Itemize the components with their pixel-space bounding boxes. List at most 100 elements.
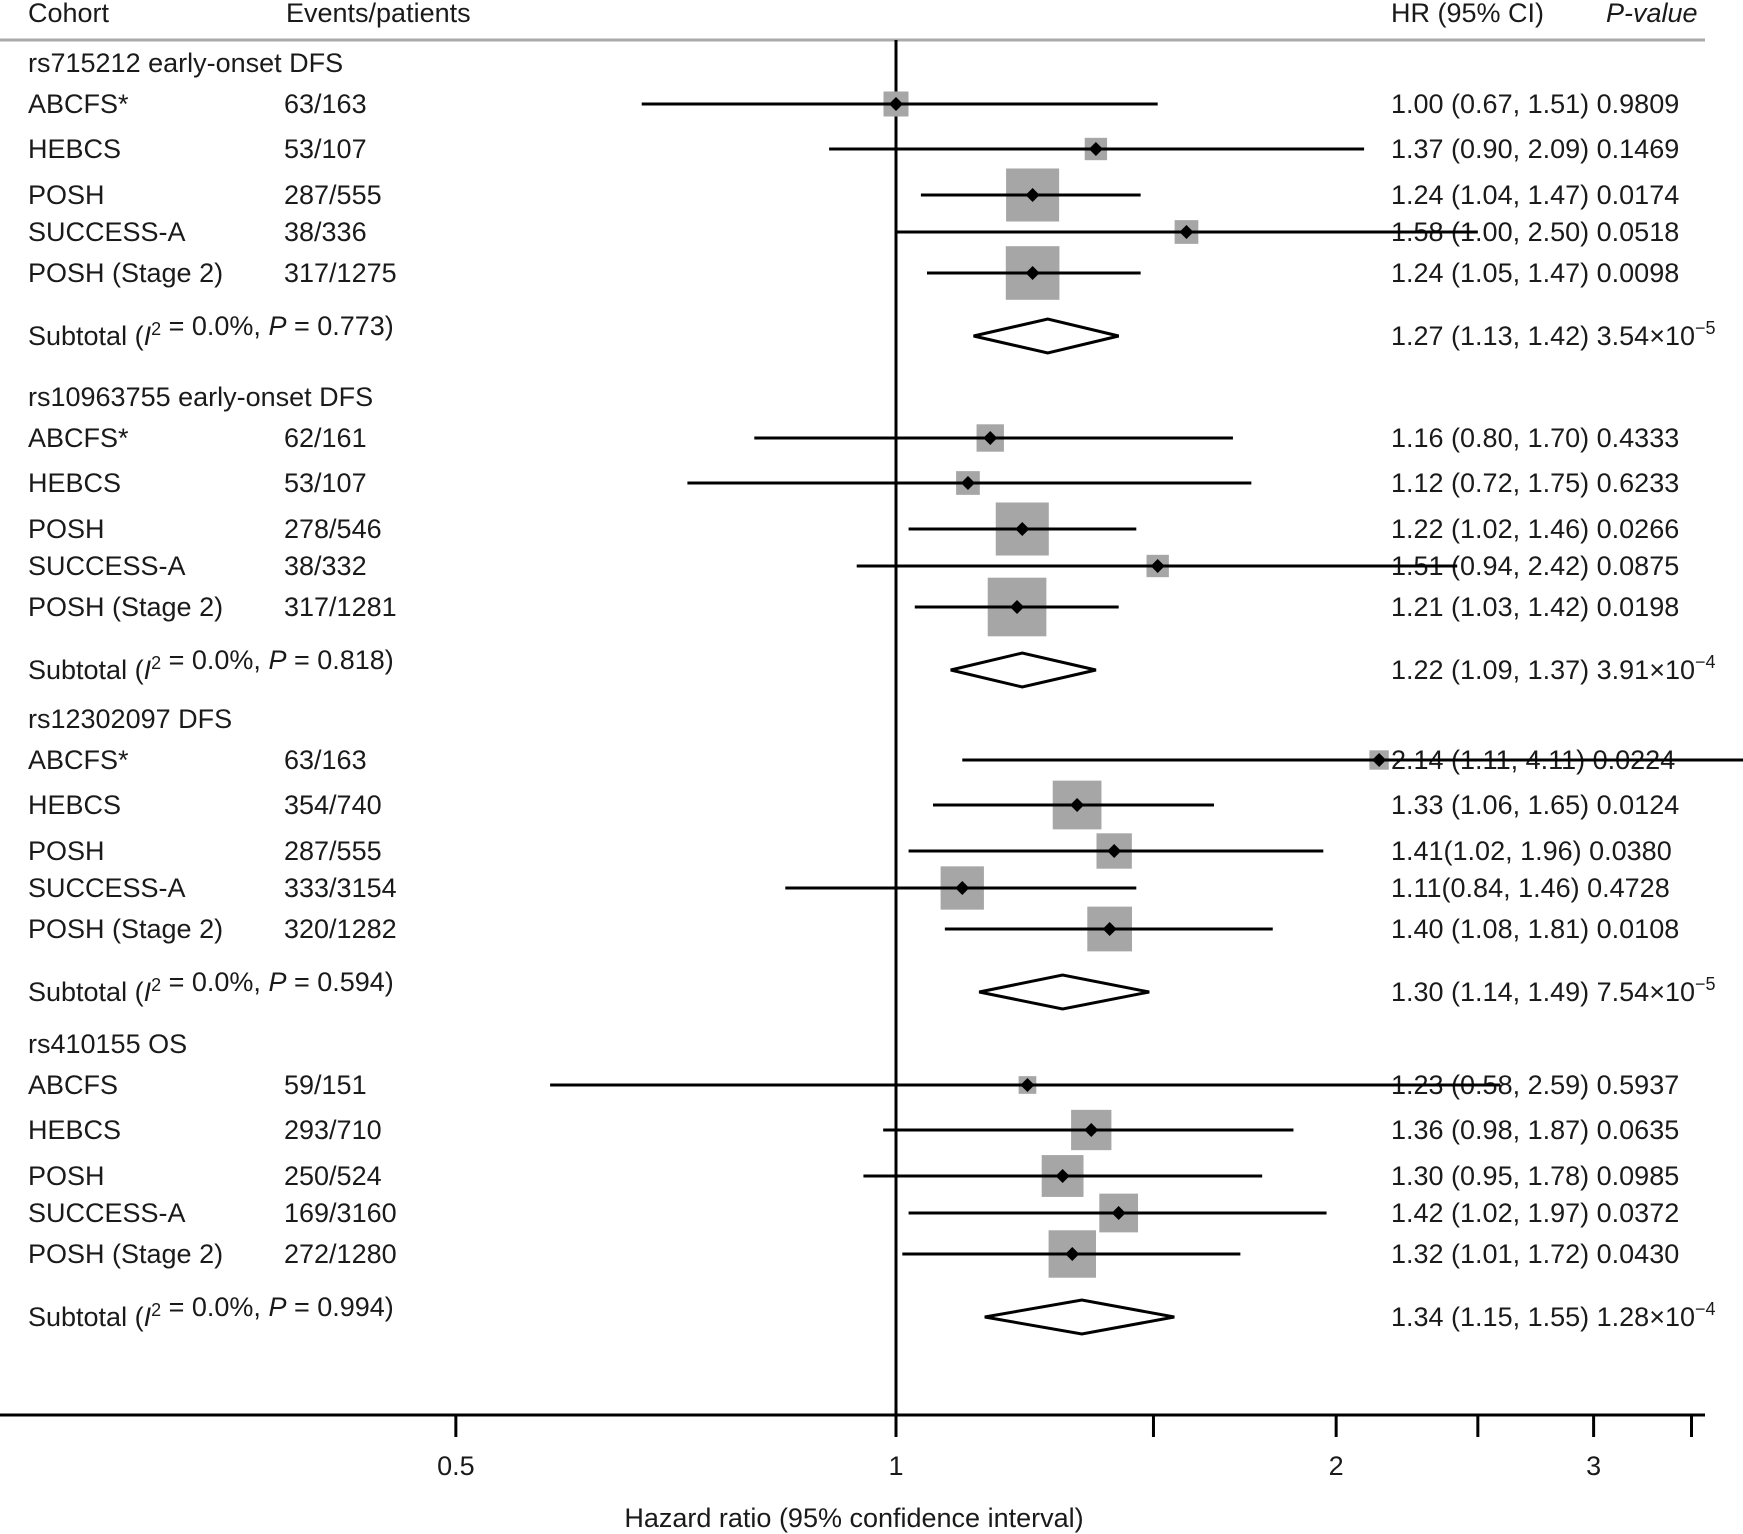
study-cohort: POSH (Stage 2) <box>28 1239 223 1269</box>
study-cohort: HEBCS <box>28 790 121 820</box>
study-point-estimate <box>889 97 903 111</box>
study-cohort: POSH <box>28 1161 105 1191</box>
subtotal-diamond <box>973 317 1120 355</box>
study-cohort: ABCFS* <box>28 745 129 775</box>
subtotal-hr-text: 1.22 (1.09, 1.37) 3.91×10−4 <box>1391 652 1716 685</box>
study-point-estimate <box>1010 600 1025 614</box>
study-cohort: HEBCS <box>28 134 121 164</box>
study-hr-text: 1.36 (0.98, 1.87) 0.0635 <box>1391 1115 1679 1145</box>
header-events: Events/patients <box>286 0 471 28</box>
study-hr-text: 1.16 (0.80, 1.70) 0.4333 <box>1391 423 1679 453</box>
study-events: 63/163 <box>284 745 367 775</box>
study-events: 63/163 <box>284 89 367 119</box>
x-axis-ticks: 0.512345 <box>437 1415 1694 1481</box>
x-axis-title: Hazard ratio (95% confidence interval) <box>624 1503 1083 1533</box>
study-events: 278/546 <box>284 514 382 544</box>
study-cohort: SUCCESS-A <box>28 873 186 903</box>
forest-rows: rs715212 early-onset DFS ABCFS* 63/163 1.00… <box>28 48 1743 1336</box>
subtotal-hr-text: 1.30 (1.14, 1.49) 7.54×10−5 <box>1391 974 1716 1007</box>
study-cohort: ABCFS <box>28 1070 118 1100</box>
study-cohort: ABCFS* <box>28 423 129 453</box>
x-tick-label: 2 <box>1329 1451 1344 1481</box>
study-hr-text: 1.12 (0.72, 1.75) 0.6233 <box>1391 468 1679 498</box>
subtotal-label: Subtotal (I2 = 0.0%, P = 0.818) <box>28 645 394 685</box>
study-cohort: POSH (Stage 2) <box>28 258 223 288</box>
group-title: rs12302097 DFS <box>28 704 232 734</box>
study-events: 38/336 <box>284 217 367 247</box>
study-events: 250/524 <box>284 1161 382 1191</box>
header-cohort: Cohort <box>28 0 110 28</box>
study-hr-text: 1.22 (1.02, 1.46) 0.0266 <box>1391 514 1679 544</box>
study-cohort: POSH (Stage 2) <box>28 914 223 944</box>
study-events: 293/710 <box>284 1115 382 1145</box>
x-tick-label: 1 <box>888 1451 903 1481</box>
study-events: 287/555 <box>284 836 382 866</box>
study-hr-text: 1.21 (1.03, 1.42) 0.0198 <box>1391 592 1679 622</box>
study-point-estimate <box>1102 922 1117 936</box>
study-events: 287/555 <box>284 180 382 210</box>
study-point-estimate <box>955 881 970 895</box>
subtotal-hr-text: 1.34 (1.15, 1.55) 1.28×10−4 <box>1391 1299 1716 1332</box>
subtotal-diamond <box>984 1298 1175 1336</box>
study-events: 272/1280 <box>284 1239 397 1269</box>
study-point-estimate <box>1070 798 1085 812</box>
study-point-estimate <box>1025 188 1040 202</box>
study-hr-text: 1.42 (1.02, 1.97) 0.0372 <box>1391 1198 1679 1228</box>
study-events: 354/740 <box>284 790 382 820</box>
study-point-estimate <box>1179 225 1194 239</box>
study-point-estimate <box>1055 1169 1070 1183</box>
study-cohort: POSH (Stage 2) <box>28 592 223 622</box>
study-events: 317/1275 <box>284 258 397 288</box>
study-cohort: HEBCS <box>28 1115 121 1145</box>
study-hr-text: 1.30 (0.95, 1.78) 0.0985 <box>1391 1161 1679 1191</box>
study-point-estimate <box>1015 522 1030 536</box>
study-hr-text: 1.33 (1.06, 1.65) 0.0124 <box>1391 790 1679 820</box>
study-events: 53/107 <box>284 468 367 498</box>
study-point-estimate <box>1150 559 1165 573</box>
group-title: rs10963755 early-onset DFS <box>28 382 373 412</box>
study-hr-text: 1.24 (1.04, 1.47) 0.0174 <box>1391 180 1679 210</box>
study-hr-text: 1.32 (1.01, 1.72) 0.0430 <box>1391 1239 1679 1269</box>
header-hr: HR (95% CI) <box>1391 0 1544 28</box>
subtotal-label: Subtotal (I2 = 0.0%, P = 0.994) <box>28 1292 394 1332</box>
study-hr-text: 1.40 (1.08, 1.81) 0.0108 <box>1391 914 1679 944</box>
study-cohort: SUCCESS-A <box>28 217 186 247</box>
subtotal-diamond <box>978 973 1150 1011</box>
group-title: rs715212 early-onset DFS <box>28 48 343 78</box>
subtotal-label: Subtotal (I2 = 0.0%, P = 0.773) <box>28 311 394 351</box>
study-hr-text: 1.24 (1.05, 1.47) 0.0098 <box>1391 258 1679 288</box>
study-cohort: POSH <box>28 180 105 210</box>
subtotal-hr-text: 1.27 (1.13, 1.42) 3.54×10−5 <box>1391 318 1716 351</box>
study-events: 62/161 <box>284 423 367 453</box>
study-point-estimate <box>1065 1247 1080 1261</box>
study-cohort: ABCFS* <box>28 89 129 119</box>
study-point-estimate <box>983 431 998 445</box>
subtotal-label: Subtotal (I2 = 0.0%, P = 0.594) <box>28 967 394 1007</box>
study-hr-text: 1.37 (0.90, 2.09) 0.1469 <box>1391 134 1679 164</box>
study-hr-text: 1.00 (0.67, 1.51) 0.9809 <box>1391 89 1679 119</box>
study-hr-text: 1.41(1.02, 1.96) 0.0380 <box>1391 836 1672 866</box>
study-point-estimate <box>1020 1078 1035 1092</box>
study-point-estimate <box>960 476 975 490</box>
study-events: 320/1282 <box>284 914 397 944</box>
study-point-estimate <box>1084 1123 1099 1137</box>
x-tick-label: 0.5 <box>437 1451 475 1481</box>
study-events: 169/3160 <box>284 1198 397 1228</box>
header-pvalue: P-value <box>1606 0 1698 28</box>
study-events: 317/1281 <box>284 592 397 622</box>
x-tick-label: 3 <box>1586 1451 1601 1481</box>
study-cohort: POSH <box>28 836 105 866</box>
study-point-estimate <box>1372 753 1387 767</box>
study-cohort: POSH <box>28 514 105 544</box>
study-cohort: HEBCS <box>28 468 121 498</box>
study-events: 59/151 <box>284 1070 367 1100</box>
study-point-estimate <box>1107 844 1122 858</box>
study-hr-text: 1.11(0.84, 1.46) 0.4728 <box>1391 873 1670 903</box>
study-cohort: SUCCESS-A <box>28 551 186 581</box>
study-point-estimate <box>1025 266 1040 280</box>
subtotal-diamond <box>950 651 1097 689</box>
study-cohort: SUCCESS-A <box>28 1198 186 1228</box>
study-events: 53/107 <box>284 134 367 164</box>
study-point-estimate <box>1111 1206 1126 1220</box>
